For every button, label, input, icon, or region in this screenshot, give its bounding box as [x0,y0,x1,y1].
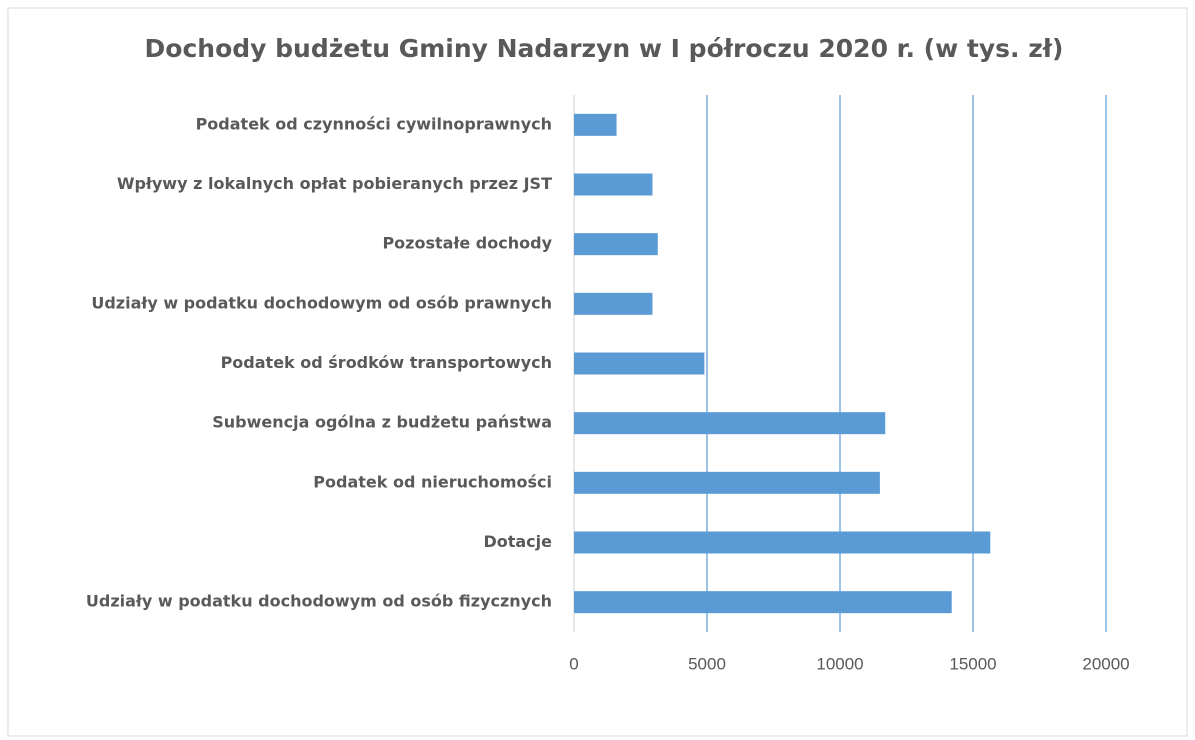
chart-title: Dochody budżetu Gminy Nadarzyn w I półro… [145,34,1064,63]
y-tick-label: Wpływy z lokalnych opłat pobieranych prz… [117,174,552,193]
bar [574,233,658,256]
y-tick-label: Dotacje [483,532,552,551]
y-tick-label: Udziały w podatku dochodowym od osób fiz… [86,592,552,611]
bar [574,292,653,315]
x-tick-label: 5000 [688,654,726,673]
bar [574,531,991,554]
x-tick-label: 0 [569,654,578,673]
y-tick-label: Podatek od nieruchomości [313,472,552,491]
y-tick-label: Pozostałe dochody [382,234,552,253]
bar [574,352,705,375]
bar [574,173,653,196]
bar [574,471,880,494]
bar [574,591,952,614]
x-tick-label: 15000 [949,654,996,673]
x-tick-label: 20000 [1082,654,1129,673]
bar [574,113,617,136]
y-tick-label: Subwencja ogólna z budżetu państwa [212,413,552,432]
x-tick-label: 10000 [816,654,863,673]
bar [574,412,886,435]
y-tick-label: Podatek od środków transportowych [221,353,552,372]
y-tick-label: Podatek od czynności cywilnoprawnych [196,114,552,133]
y-tick-label: Udziały w podatku dochodowym od osób pra… [91,293,552,312]
